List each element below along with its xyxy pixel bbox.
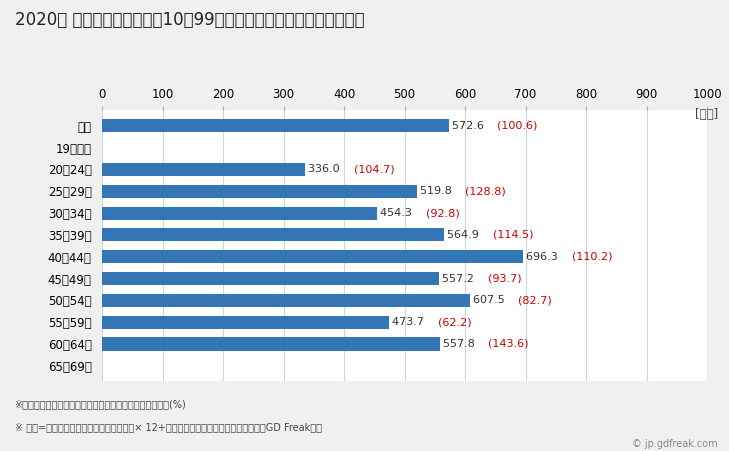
Bar — [102, 337, 440, 350]
Text: 336.0: 336.0 — [308, 165, 343, 175]
Text: ※ 年収=「きまって支給する現金給与額」× 12+「年間賞与その他特別給与額」としてGD Freak推計: ※ 年収=「きまって支給する現金給与額」× 12+「年間賞与その他特別給与額」と… — [15, 422, 321, 432]
Bar — [102, 272, 439, 285]
Text: (143.6): (143.6) — [488, 339, 529, 349]
Text: (62.2): (62.2) — [437, 317, 471, 327]
Text: 454.3: 454.3 — [380, 208, 416, 218]
Text: (100.6): (100.6) — [497, 121, 538, 131]
Bar — [102, 228, 444, 241]
Text: 557.2: 557.2 — [443, 273, 477, 284]
Text: (104.7): (104.7) — [354, 165, 395, 175]
Text: [万円]: [万円] — [695, 108, 718, 121]
Text: © jp.gdfreak.com: © jp.gdfreak.com — [633, 439, 718, 449]
Bar — [102, 207, 377, 220]
Text: (128.8): (128.8) — [465, 186, 506, 196]
Text: 473.7: 473.7 — [391, 317, 427, 327]
Bar — [102, 119, 448, 132]
Text: 519.8: 519.8 — [420, 186, 455, 196]
Bar — [102, 163, 305, 176]
Text: (114.5): (114.5) — [493, 230, 533, 240]
Bar — [102, 185, 416, 198]
Bar — [102, 294, 469, 307]
Text: 607.5: 607.5 — [472, 295, 508, 305]
Text: (82.7): (82.7) — [518, 295, 553, 305]
Text: 696.3: 696.3 — [526, 252, 561, 262]
Text: (92.8): (92.8) — [426, 208, 459, 218]
Text: 557.8: 557.8 — [443, 339, 478, 349]
Text: ※（）内は域内の同業種・同年齢層の平均所得に対する比(%): ※（）内は域内の同業種・同年齢層の平均所得に対する比(%) — [15, 399, 187, 409]
Text: (93.7): (93.7) — [488, 273, 522, 284]
Text: 572.6: 572.6 — [451, 121, 487, 131]
Text: 2020年 民間企業（従業者数10～99人）フルタイム労働者の平均年収: 2020年 民間企業（従業者数10～99人）フルタイム労働者の平均年収 — [15, 11, 364, 29]
Bar — [102, 316, 389, 329]
Text: 564.9: 564.9 — [447, 230, 483, 240]
Text: (110.2): (110.2) — [572, 252, 613, 262]
Bar — [102, 250, 523, 263]
